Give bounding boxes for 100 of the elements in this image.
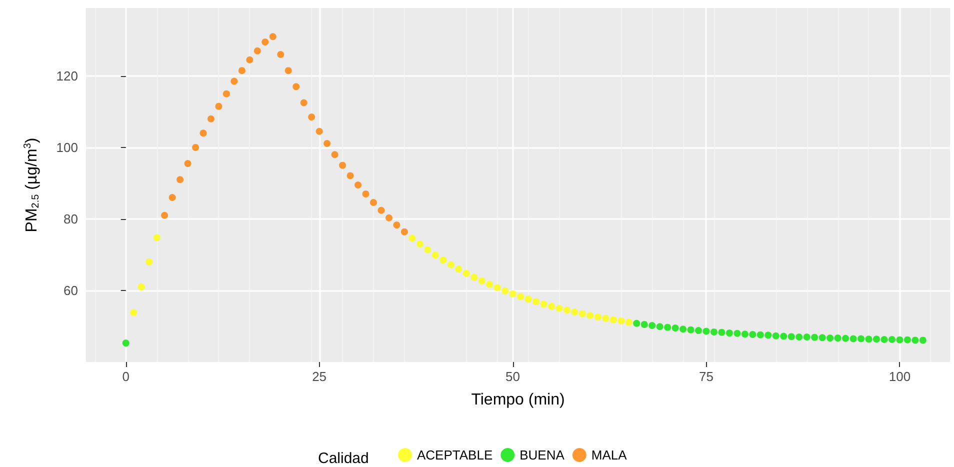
point <box>919 336 926 344</box>
point <box>230 78 238 85</box>
point <box>478 277 486 284</box>
point <box>432 252 439 259</box>
point <box>122 340 130 347</box>
point <box>331 151 338 158</box>
point <box>262 38 269 46</box>
point <box>680 326 687 333</box>
point <box>850 335 857 342</box>
point <box>672 324 679 332</box>
point <box>254 47 261 54</box>
point <box>470 274 478 281</box>
point <box>664 324 672 331</box>
point <box>571 308 578 316</box>
x-tick-label: 75 <box>699 369 714 384</box>
point <box>524 296 532 303</box>
point <box>610 316 617 324</box>
legend-label: MALA <box>591 448 628 462</box>
point <box>284 67 292 74</box>
point <box>462 270 470 277</box>
point <box>710 328 718 336</box>
point <box>385 214 392 222</box>
point <box>346 172 354 180</box>
point <box>726 330 733 337</box>
point <box>517 293 524 300</box>
point <box>618 317 625 324</box>
point <box>370 199 377 206</box>
point <box>215 102 222 110</box>
point <box>532 298 540 306</box>
point <box>324 140 331 148</box>
point <box>362 190 370 198</box>
point <box>656 323 664 330</box>
x-tick-label: 100 <box>888 369 911 384</box>
point <box>354 182 362 188</box>
y-axis-title: PM2.5 (µg/m3) <box>22 138 42 232</box>
point <box>192 144 199 151</box>
point <box>788 333 795 340</box>
point <box>300 99 308 106</box>
point <box>563 306 570 314</box>
point <box>625 318 632 326</box>
point <box>316 128 323 135</box>
point <box>904 336 911 344</box>
point <box>153 234 160 242</box>
point <box>502 287 509 294</box>
y-tick-label: 60 <box>64 282 78 298</box>
point <box>424 246 432 254</box>
point <box>858 335 865 342</box>
point <box>207 115 214 122</box>
point <box>339 162 346 169</box>
point <box>161 212 168 219</box>
point <box>865 336 872 343</box>
point <box>200 130 207 137</box>
point <box>749 330 756 338</box>
x-tick-label: 0 <box>122 369 130 384</box>
point <box>176 176 184 184</box>
point <box>602 314 610 322</box>
point <box>494 284 501 292</box>
point <box>578 310 586 318</box>
point <box>246 56 254 64</box>
point <box>548 302 555 310</box>
point <box>633 320 640 327</box>
point <box>912 336 919 344</box>
point <box>640 320 648 328</box>
point <box>486 280 494 288</box>
y-tick-label: 120 <box>56 68 78 84</box>
legend-label: BUENA <box>520 448 565 462</box>
point <box>168 194 176 202</box>
point <box>718 328 726 336</box>
point <box>811 334 818 341</box>
point <box>378 206 385 214</box>
point <box>896 336 904 344</box>
point <box>702 328 710 335</box>
x-tick-label: 50 <box>506 369 520 384</box>
point <box>238 67 246 74</box>
point <box>540 300 548 308</box>
point <box>796 333 803 340</box>
point <box>734 330 741 337</box>
point <box>440 256 447 264</box>
x-tick-label: 25 <box>312 369 327 384</box>
legend-label: ACEPTABLE <box>417 448 493 462</box>
point <box>741 330 748 338</box>
point <box>687 326 694 334</box>
x-axis-title: Tiempo (min) <box>471 392 565 408</box>
point <box>764 332 772 339</box>
point <box>556 304 563 312</box>
point <box>146 258 153 266</box>
point <box>222 90 230 98</box>
point <box>447 261 454 268</box>
point <box>455 266 462 273</box>
point <box>509 290 516 298</box>
point <box>138 283 145 290</box>
point <box>393 222 400 229</box>
point <box>130 309 138 316</box>
point <box>308 114 316 121</box>
point <box>880 336 888 343</box>
point <box>586 312 594 320</box>
point <box>780 332 788 340</box>
point <box>834 334 842 342</box>
point <box>818 334 826 342</box>
point <box>416 240 424 248</box>
